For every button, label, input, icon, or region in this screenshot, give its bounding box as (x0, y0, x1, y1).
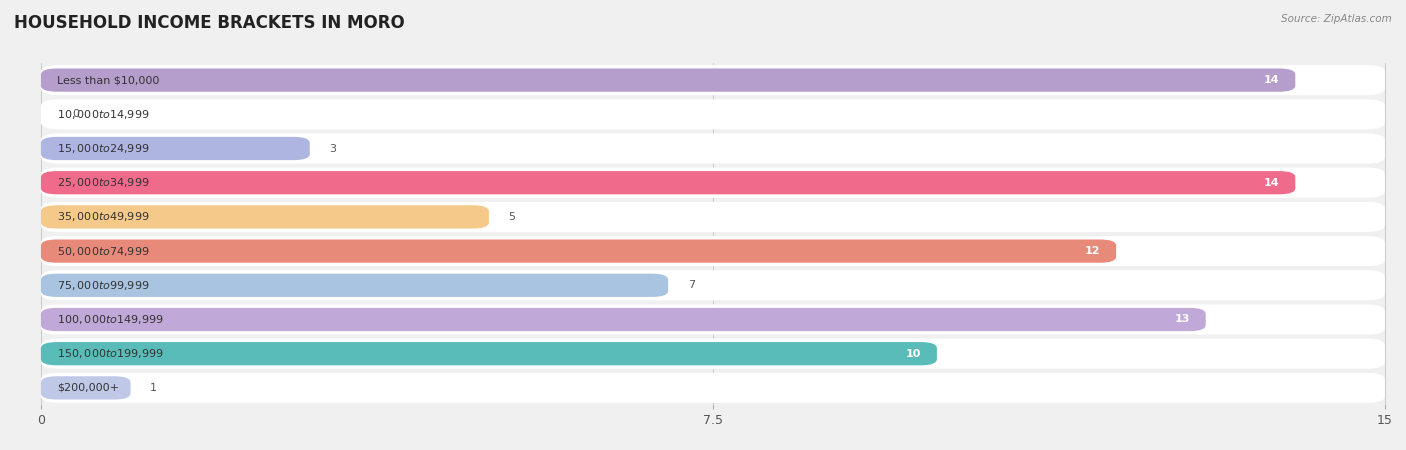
FancyBboxPatch shape (41, 274, 668, 297)
FancyBboxPatch shape (41, 65, 1385, 95)
FancyBboxPatch shape (41, 236, 1385, 266)
Text: 5: 5 (509, 212, 516, 222)
Text: $35,000 to $49,999: $35,000 to $49,999 (58, 211, 149, 223)
FancyBboxPatch shape (41, 342, 936, 365)
Text: $200,000+: $200,000+ (58, 383, 120, 393)
FancyBboxPatch shape (41, 205, 489, 229)
Text: 1: 1 (150, 383, 157, 393)
Text: $15,000 to $24,999: $15,000 to $24,999 (58, 142, 149, 155)
Text: HOUSEHOLD INCOME BRACKETS IN MORO: HOUSEHOLD INCOME BRACKETS IN MORO (14, 14, 405, 32)
Text: Source: ZipAtlas.com: Source: ZipAtlas.com (1281, 14, 1392, 23)
FancyBboxPatch shape (41, 171, 1295, 194)
FancyBboxPatch shape (41, 339, 1385, 369)
Text: $25,000 to $34,999: $25,000 to $34,999 (58, 176, 149, 189)
Text: 7: 7 (688, 280, 695, 290)
FancyBboxPatch shape (41, 134, 1385, 163)
FancyBboxPatch shape (41, 373, 1385, 403)
Text: $50,000 to $74,999: $50,000 to $74,999 (58, 245, 149, 257)
Text: $10,000 to $14,999: $10,000 to $14,999 (58, 108, 149, 121)
Text: 13: 13 (1174, 315, 1189, 324)
FancyBboxPatch shape (41, 68, 1295, 92)
Text: $100,000 to $149,999: $100,000 to $149,999 (58, 313, 163, 326)
Text: 3: 3 (329, 144, 336, 153)
Text: 10: 10 (905, 349, 921, 359)
FancyBboxPatch shape (41, 137, 309, 160)
FancyBboxPatch shape (41, 202, 1385, 232)
FancyBboxPatch shape (41, 239, 1116, 263)
FancyBboxPatch shape (41, 308, 1206, 331)
Text: $150,000 to $199,999: $150,000 to $199,999 (58, 347, 163, 360)
FancyBboxPatch shape (41, 99, 1385, 129)
Text: 14: 14 (1264, 178, 1279, 188)
FancyBboxPatch shape (41, 270, 1385, 300)
Text: $75,000 to $99,999: $75,000 to $99,999 (58, 279, 149, 292)
Text: Less than $10,000: Less than $10,000 (58, 75, 159, 85)
FancyBboxPatch shape (41, 168, 1385, 198)
Text: 0: 0 (72, 109, 79, 119)
FancyBboxPatch shape (41, 305, 1385, 334)
Text: 14: 14 (1264, 75, 1279, 85)
Text: 12: 12 (1084, 246, 1099, 256)
FancyBboxPatch shape (41, 376, 131, 400)
